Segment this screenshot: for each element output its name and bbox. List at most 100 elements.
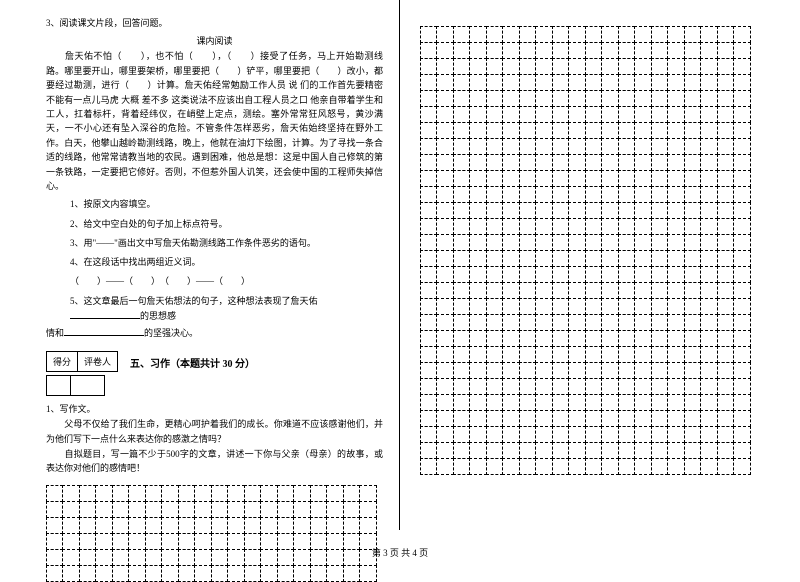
grid-cell[interactable]: [618, 250, 636, 267]
blank-fill-2[interactable]: [64, 326, 144, 336]
grid-cell[interactable]: [469, 330, 487, 347]
grid-cell[interactable]: [700, 330, 718, 347]
grid-cell[interactable]: [733, 298, 751, 315]
grid-cell[interactable]: [717, 458, 735, 475]
grid-cell[interactable]: [519, 426, 537, 443]
grid-cell[interactable]: [486, 346, 504, 363]
grid-cell[interactable]: [552, 122, 570, 139]
grid-cell[interactable]: [700, 442, 718, 459]
grid-cell[interactable]: [244, 517, 262, 534]
grid-cell[interactable]: [469, 234, 487, 251]
grid-cell[interactable]: [46, 565, 64, 582]
grid-cell[interactable]: [420, 314, 438, 331]
grid-cell[interactable]: [684, 186, 702, 203]
grid-cell[interactable]: [326, 485, 344, 502]
grid-cell[interactable]: [684, 74, 702, 91]
grid-cell[interactable]: [601, 410, 619, 427]
grid-cell[interactable]: [651, 378, 669, 395]
grid-cell[interactable]: [453, 410, 471, 427]
grid-cell[interactable]: [634, 250, 652, 267]
grid-cell[interactable]: [535, 362, 553, 379]
grid-cell[interactable]: [535, 426, 553, 443]
grid-cell[interactable]: [453, 122, 471, 139]
grid-cell[interactable]: [436, 58, 454, 75]
grid-cell[interactable]: [535, 266, 553, 283]
grid-cell[interactable]: [502, 26, 520, 43]
grid-cell[interactable]: [651, 458, 669, 475]
grid-cell[interactable]: [502, 282, 520, 299]
grid-cell[interactable]: [502, 250, 520, 267]
grid-cell[interactable]: [469, 170, 487, 187]
grid-cell[interactable]: [436, 218, 454, 235]
grid-cell[interactable]: [552, 426, 570, 443]
grid-cell[interactable]: [469, 138, 487, 155]
grid-cell[interactable]: [585, 458, 603, 475]
grid-cell[interactable]: [700, 218, 718, 235]
grid-cell[interactable]: [469, 410, 487, 427]
grid-cell[interactable]: [535, 282, 553, 299]
grid-cell[interactable]: [535, 378, 553, 395]
grid-cell[interactable]: [585, 106, 603, 123]
grid-cell[interactable]: [667, 106, 685, 123]
grid-cell[interactable]: [420, 266, 438, 283]
grid-cell[interactable]: [535, 410, 553, 427]
grid-cell[interactable]: [651, 58, 669, 75]
grid-cell[interactable]: [502, 362, 520, 379]
grid-cell[interactable]: [568, 186, 586, 203]
grid-cell[interactable]: [717, 58, 735, 75]
grid-cell[interactable]: [519, 314, 537, 331]
grid-cell[interactable]: [535, 394, 553, 411]
grid-cell[interactable]: [277, 501, 295, 518]
grid-cell[interactable]: [436, 458, 454, 475]
grid-cell[interactable]: [486, 170, 504, 187]
grid-cell[interactable]: [519, 250, 537, 267]
grid-cell[interactable]: [420, 122, 438, 139]
grid-cell[interactable]: [667, 154, 685, 171]
grid-cell[interactable]: [717, 314, 735, 331]
grid-cell[interactable]: [700, 58, 718, 75]
blank-fill[interactable]: [70, 309, 140, 319]
grid-cell[interactable]: [601, 458, 619, 475]
grid-cell[interactable]: [651, 90, 669, 107]
grid-cell[interactable]: [651, 250, 669, 267]
grid-cell[interactable]: [535, 58, 553, 75]
grid-cell[interactable]: [733, 410, 751, 427]
grid-cell[interactable]: [601, 378, 619, 395]
grid-cell[interactable]: [717, 42, 735, 59]
grid-cell[interactable]: [618, 234, 636, 251]
grid-cell[interactable]: [634, 234, 652, 251]
grid-cell[interactable]: [568, 362, 586, 379]
grid-cell[interactable]: [519, 410, 537, 427]
grid-cell[interactable]: [343, 501, 361, 518]
grid-cell[interactable]: [717, 346, 735, 363]
grid-cell[interactable]: [733, 154, 751, 171]
grid-cell[interactable]: [733, 378, 751, 395]
grid-cell[interactable]: [717, 138, 735, 155]
grid-cell[interactable]: [634, 410, 652, 427]
grid-cell[interactable]: [552, 330, 570, 347]
grid-cell[interactable]: [552, 202, 570, 219]
grid-cell[interactable]: [585, 138, 603, 155]
grid-cell[interactable]: [585, 250, 603, 267]
grid-cell[interactable]: [717, 362, 735, 379]
grid-cell[interactable]: [684, 394, 702, 411]
grid-cell[interactable]: [95, 517, 113, 534]
grid-cell[interactable]: [469, 362, 487, 379]
grid-cell[interactable]: [535, 234, 553, 251]
grid-cell[interactable]: [618, 58, 636, 75]
grid-cell[interactable]: [585, 42, 603, 59]
grid-cell[interactable]: [436, 378, 454, 395]
grid-cell[interactable]: [700, 346, 718, 363]
grid-cell[interactable]: [128, 517, 146, 534]
grid-cell[interactable]: [618, 90, 636, 107]
grid-cell[interactable]: [618, 298, 636, 315]
grid-cell[interactable]: [469, 186, 487, 203]
grid-cell[interactable]: [145, 565, 163, 582]
grid-cell[interactable]: [651, 42, 669, 59]
grid-cell[interactable]: [601, 138, 619, 155]
grid-cell[interactable]: [733, 58, 751, 75]
writing-grid-right[interactable]: [420, 26, 780, 474]
grid-cell[interactable]: [552, 58, 570, 75]
grid-cell[interactable]: [178, 485, 196, 502]
grid-cell[interactable]: [667, 410, 685, 427]
